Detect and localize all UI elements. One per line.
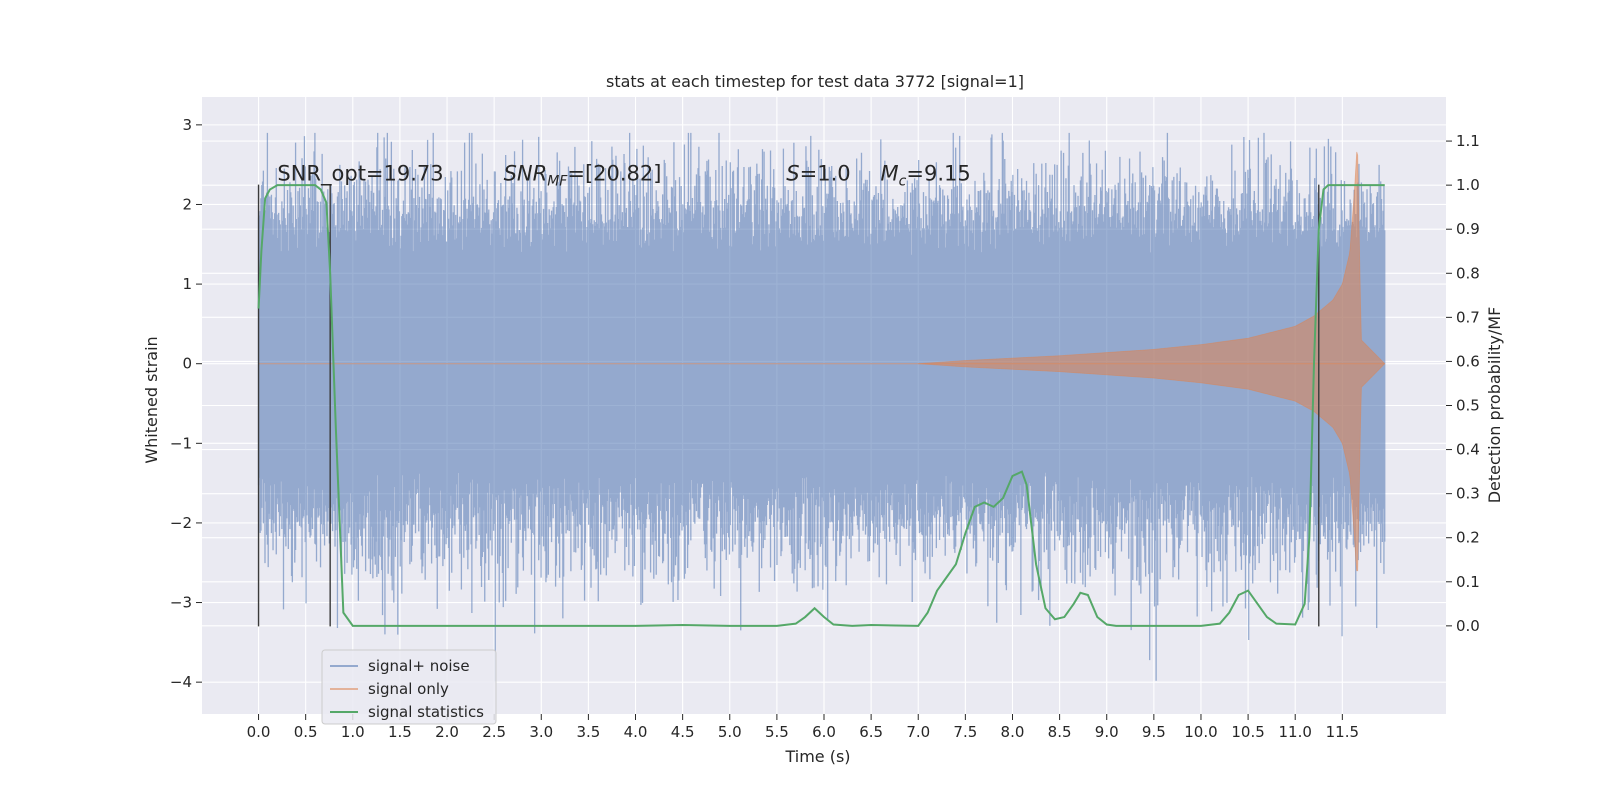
annotation-0: SNR_opt=19.73 xyxy=(277,162,443,187)
x-tick-label: 10.0 xyxy=(1184,723,1217,741)
x-tick-label: 5.5 xyxy=(765,723,789,741)
x-tick-label: 0.5 xyxy=(294,723,318,741)
x-tick-label: 7.5 xyxy=(953,723,977,741)
y-tick-label: 2 xyxy=(182,195,192,213)
x-axis: 0.0 0.5 1.0 1.5 2.0 2.5 3.0 3.5 4.0 4.5 5.0 5.5 6.0 6… xyxy=(247,714,1359,741)
x-tick-label: 4.5 xyxy=(671,723,695,741)
x-tick-label: 3.5 xyxy=(576,723,600,741)
y-right-tick-label: 0.7 xyxy=(1456,308,1480,326)
series-signal-statistics xyxy=(257,184,1385,627)
x-tick-label: 5.0 xyxy=(718,723,742,741)
annotation-value: =9.15 xyxy=(906,162,970,186)
legend-label: signal+ noise xyxy=(368,657,470,675)
series-signal-only xyxy=(258,151,1386,572)
y-right-tick-label: 0.8 xyxy=(1456,264,1480,282)
y-tick-label: 3 xyxy=(182,116,192,134)
y-tick-label: −3 xyxy=(170,594,192,612)
x-tick-label: 8.5 xyxy=(1048,723,1072,741)
annotations: SNR_opt=19.73 SNRMF=[20.82] S=1.0 Mc=9.15 xyxy=(277,162,970,190)
annotation-value: =[20.82] xyxy=(567,162,661,186)
annotation-1: SNRMF=[20.82] xyxy=(504,162,662,190)
annotation-sub: MF xyxy=(547,174,568,190)
y-right-tick-label: 1.0 xyxy=(1456,176,1480,194)
y-right-tick-label: 0.9 xyxy=(1456,220,1480,238)
legend-label: signal only xyxy=(368,680,449,698)
annotation-2: S=1.0 xyxy=(786,162,850,186)
x-tick-label: 4.0 xyxy=(624,723,648,741)
chart-title: stats at each timestep for test data 377… xyxy=(606,72,1024,91)
legend: signal+ noise signal only signal statistic… xyxy=(321,649,497,725)
annotation-main: SNR_opt=19.73 xyxy=(277,162,443,187)
y-right-tick-label: 0.0 xyxy=(1456,617,1480,635)
y-right-tick-label: 0.4 xyxy=(1456,441,1480,459)
x-tick-label: 6.5 xyxy=(859,723,883,741)
y-tick-label: −1 xyxy=(170,434,192,452)
x-tick-label: 9.0 xyxy=(1095,723,1119,741)
x-tick-label: 11.5 xyxy=(1326,723,1359,741)
y-right-tick-label: 0.6 xyxy=(1456,352,1480,370)
x-tick-label: 10.5 xyxy=(1231,723,1264,741)
x-tick-label: 7.0 xyxy=(906,723,930,741)
y-right-tick-label: 0.2 xyxy=(1456,529,1480,547)
x-tick-label: 0.0 xyxy=(247,723,271,741)
y-tick-label: 1 xyxy=(182,275,192,293)
x-tick-label: 3.0 xyxy=(529,723,553,741)
y-right-tick-label: 0.5 xyxy=(1456,397,1480,415)
left-axis: −4 −3 −2 −1 0 1 2 3 xyxy=(170,116,202,691)
x-tick-label: 2.0 xyxy=(435,723,459,741)
right-axis: 0.0 0.1 0.2 0.3 0.4 0.5 0.6 0.7 0.8 0.9 1.0 1.1 xyxy=(1446,132,1480,635)
x-tick-label: 11.0 xyxy=(1279,723,1312,741)
legend-box xyxy=(321,649,497,725)
y-right-tick-label: 0.3 xyxy=(1456,485,1480,503)
annotation-sub: c xyxy=(899,174,907,190)
y-right-tick-label: 0.1 xyxy=(1456,573,1480,591)
annotation-main: S xyxy=(786,162,799,186)
legend-label: signal statistics xyxy=(368,703,484,721)
x-tick-label: 1.0 xyxy=(341,723,365,741)
annotation-3: Mc=9.15 xyxy=(881,162,971,190)
y-axis-label-right: Detection probability/MF xyxy=(1485,307,1504,504)
annotation-main: SNR xyxy=(504,162,548,186)
x-tick-label: 9.5 xyxy=(1142,723,1166,741)
series-line-signal-statistics xyxy=(257,184,1385,627)
y-right-tick-label: 1.1 xyxy=(1456,132,1480,150)
annotation-main: M xyxy=(881,162,899,186)
x-tick-label: 6.0 xyxy=(812,723,836,741)
y-tick-label: −2 xyxy=(170,514,192,532)
annotation-value: =1.0 xyxy=(800,162,851,186)
x-tick-label: 1.5 xyxy=(388,723,412,741)
x-tick-label: 2.5 xyxy=(482,723,506,741)
x-tick-label: 8.0 xyxy=(1001,723,1025,741)
y-tick-label: −4 xyxy=(170,673,192,691)
y-axis-label: Whitened strain xyxy=(142,336,161,463)
y-tick-label: 0 xyxy=(182,355,192,373)
x-axis-label: Time (s) xyxy=(784,747,850,766)
